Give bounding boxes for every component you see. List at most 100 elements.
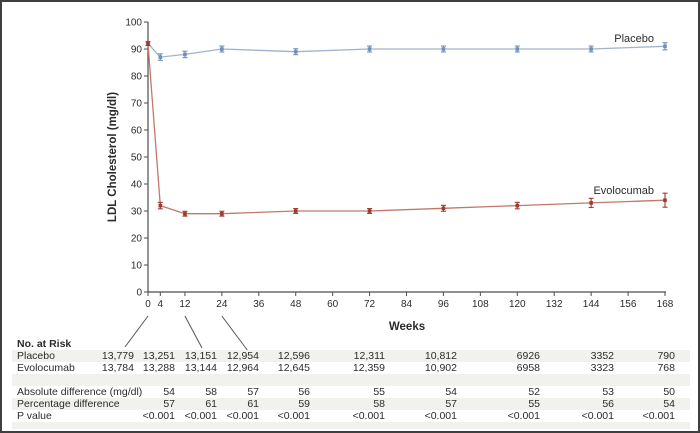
table-cell: 54 xyxy=(445,386,457,398)
table-cell: <0.001 xyxy=(352,410,385,422)
table-cell: <0.001 xyxy=(581,410,614,422)
table-cell: 56 xyxy=(298,386,310,398)
table-cell: 13,784 xyxy=(101,362,134,374)
y-tick-label: 70 xyxy=(131,99,143,110)
spacer-row xyxy=(12,422,690,429)
evolocumab-data-point xyxy=(589,201,593,205)
table-cell: 57 xyxy=(445,398,457,410)
table-cell: 12,964 xyxy=(226,362,259,374)
row-p-value: P value <0.001 <0.001 <0.001 <0.001 <0.001 <0.… xyxy=(12,410,690,422)
table-row-label: P value xyxy=(17,410,52,422)
table-cell: 50 xyxy=(663,386,675,398)
table-row-label: Percentage difference xyxy=(17,398,120,410)
table-cell: 61 xyxy=(205,398,217,410)
x-tick-label: 120 xyxy=(509,299,526,310)
table-cell: 12,954 xyxy=(226,350,259,362)
x-tick-label: 12 xyxy=(179,299,191,310)
table-cell: 3323 xyxy=(590,362,614,374)
table-cell: 57 xyxy=(247,386,259,398)
y-tick-label: 50 xyxy=(131,153,143,164)
table-cell: <0.001 xyxy=(142,410,175,422)
y-tick-label: 90 xyxy=(131,45,143,56)
table-cell: 58 xyxy=(373,398,385,410)
table-row-label: Placebo xyxy=(17,350,55,362)
table-cell: 53 xyxy=(602,386,614,398)
x-tick-label: 132 xyxy=(546,299,563,310)
table-cell: 12,596 xyxy=(277,350,310,362)
x-tick-label: 60 xyxy=(327,299,339,310)
x-tick-label: 72 xyxy=(364,299,376,310)
placebo-data-point xyxy=(220,47,224,51)
evolocumab-data-point xyxy=(293,209,298,213)
row-absolute-difference: Absolute difference (mg/dl) 54 58 57 56 55 54 5… xyxy=(12,386,690,398)
table-cell: 12,359 xyxy=(352,362,385,374)
table-cell: 10,812 xyxy=(424,350,457,362)
table-cell: 56 xyxy=(602,398,614,410)
x-axis-title: Weeks xyxy=(389,321,425,333)
risk-row-placebo: Placebo 13,779 13,251 13,151 12,954 12,596 12,… xyxy=(12,350,690,362)
table-cell: 12,311 xyxy=(353,350,385,362)
table-cell: 58 xyxy=(205,386,217,398)
y-tick-label: 20 xyxy=(131,234,143,245)
placebo-data-point xyxy=(367,47,372,51)
evolocumab-data-point xyxy=(441,206,446,211)
evolocumab-data-point xyxy=(183,211,187,216)
y-tick-label: 100 xyxy=(125,18,142,29)
table-cell: <0.001 xyxy=(642,410,675,422)
x-tick-label: 168 xyxy=(657,299,674,310)
placebo-series xyxy=(145,41,668,61)
y-tick-label: 60 xyxy=(131,126,143,137)
spacer-row xyxy=(12,374,690,386)
table-cell: 57 xyxy=(163,398,175,410)
y-tick-label: 30 xyxy=(131,207,143,218)
placebo-data-point xyxy=(663,44,667,49)
evolocumab-data-point xyxy=(146,41,150,46)
y-tick-label: 0 xyxy=(136,288,142,299)
table-cell: 59 xyxy=(298,398,310,410)
placebo-data-point xyxy=(293,49,298,54)
evolocumab-data-point xyxy=(367,209,372,213)
evolocumab-data-point xyxy=(663,198,667,202)
risk-table-title: No. at Risk xyxy=(12,338,690,350)
table-cell: 54 xyxy=(163,386,175,398)
placebo-data-point xyxy=(183,52,187,57)
table-cell: 6958 xyxy=(516,362,540,374)
table-cell: 54 xyxy=(663,398,675,410)
y-axis-title: LDL Cholesterol (mg/dl) xyxy=(107,92,119,222)
placebo-data-point xyxy=(158,55,163,59)
evolocumab-data-point xyxy=(220,211,224,216)
table-cell: 12,645 xyxy=(277,362,310,374)
table-cell: 13,288 xyxy=(142,362,175,374)
table-cell: 768 xyxy=(657,362,675,374)
leader-lines xyxy=(124,315,249,352)
evolocumab-line-label: Evolocumab xyxy=(593,185,654,197)
y-tick-label: 40 xyxy=(131,180,143,191)
x-tick-label: 36 xyxy=(253,299,265,310)
table-cell: 55 xyxy=(373,386,385,398)
table-cell: <0.001 xyxy=(424,410,457,422)
x-tick-label: 0 xyxy=(145,299,151,310)
risk-row-evolocumab: Evolocumab 13,784 13,288 13,144 12,964 12,645… xyxy=(12,362,690,374)
x-tick-label: 108 xyxy=(472,299,489,310)
table-row-label: Evolocumab xyxy=(17,362,75,374)
x-tick-label: 96 xyxy=(438,299,450,310)
table-cell: 52 xyxy=(528,386,540,398)
placebo-data-point xyxy=(441,47,446,51)
risk-table-title-label: No. at Risk xyxy=(17,338,72,350)
table-cell: <0.001 xyxy=(277,410,310,422)
x-tick-label: 144 xyxy=(583,299,600,310)
placebo-data-point xyxy=(515,47,520,51)
table-cell: 10,902 xyxy=(424,362,457,374)
table-cell: 61 xyxy=(247,398,259,410)
evolocumab-data-point xyxy=(158,203,163,208)
table-cell: 3352 xyxy=(590,350,614,362)
table-cell: 6926 xyxy=(516,350,540,362)
evolocumab-series xyxy=(145,41,668,217)
table-row-label: Absolute difference (mg/dl) xyxy=(17,386,143,398)
table-cell: <0.001 xyxy=(507,410,540,422)
table-cell: 790 xyxy=(657,350,675,362)
